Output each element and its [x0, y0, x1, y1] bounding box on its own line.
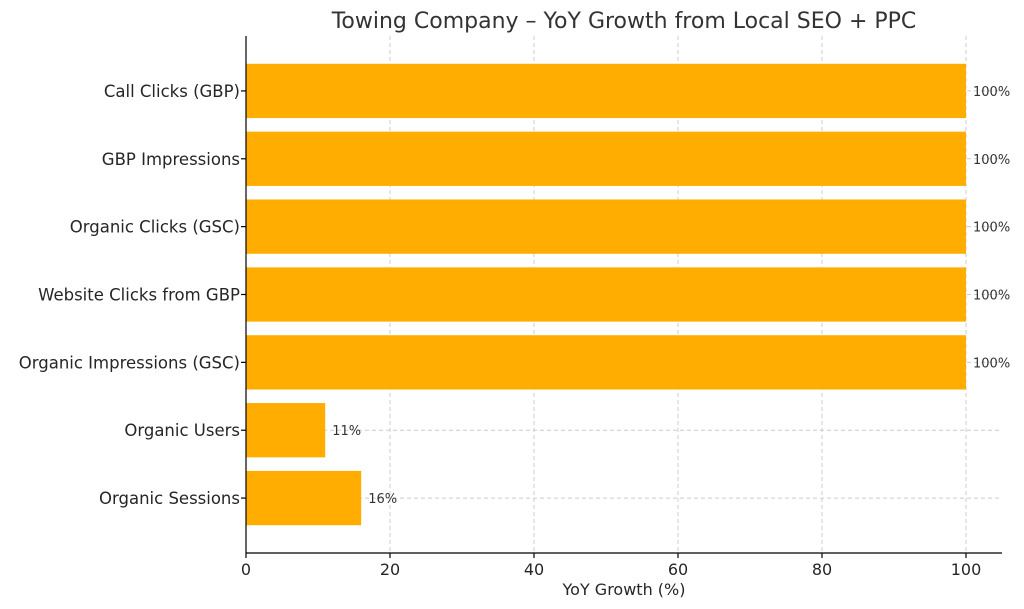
category-label: Organic Sessions — [99, 489, 240, 508]
value-label: 100% — [973, 289, 1010, 304]
category-label: GBP Impressions — [102, 150, 240, 169]
bar — [246, 131, 966, 186]
x-tick-label: 40 — [524, 560, 544, 579]
bar — [246, 267, 966, 322]
bar — [246, 63, 966, 119]
value-label: 16% — [368, 492, 397, 507]
bar — [246, 199, 966, 254]
x-tick-label: 100 — [951, 560, 982, 579]
x-tick-label: 0 — [241, 560, 251, 579]
category-label: Website Clicks from GBP — [38, 286, 240, 305]
chart-title: Towing Company – YoY Growth from Local S… — [331, 9, 917, 34]
value-label: 100% — [973, 221, 1010, 236]
value-label: 100% — [973, 356, 1010, 371]
x-axis-label: YoY Growth (%) — [562, 580, 686, 599]
value-label: 100% — [973, 153, 1010, 168]
value-label: 11% — [332, 424, 361, 439]
category-label: Call Clicks (GBP) — [104, 82, 240, 101]
bar — [246, 470, 362, 526]
x-tick-label: 20 — [380, 560, 400, 579]
category-label: Organic Impressions (GSC) — [19, 353, 240, 372]
category-label: Organic Users — [124, 421, 240, 440]
axes — [241, 36, 1002, 558]
bars — [246, 63, 966, 526]
category-label: Organic Clicks (GSC) — [70, 218, 240, 237]
bar — [246, 403, 326, 458]
bar — [246, 335, 966, 390]
x-tick-label: 80 — [812, 560, 832, 579]
value-label: 100% — [973, 85, 1010, 100]
labels: 0 20 40 60 80 100 Call Clicks (GBP) 100% GBP Imp… — [19, 82, 1010, 579]
x-tick-label: 60 — [668, 560, 688, 579]
